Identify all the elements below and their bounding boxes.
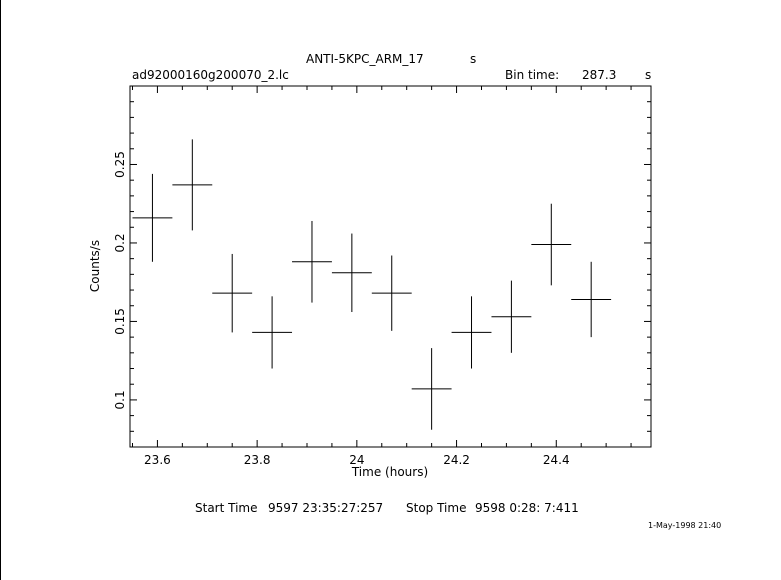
data-point bbox=[252, 296, 293, 369]
x-axis-ticks: 23.6 23.8 24 24.2 24.4 bbox=[131, 86, 632, 467]
data-point bbox=[531, 203, 572, 286]
plot-frame bbox=[129, 85, 652, 448]
data-points bbox=[132, 139, 612, 430]
window-left-border bbox=[0, 0, 1, 580]
y-tick-label: 0.2 bbox=[113, 233, 127, 252]
filename-label: ad92000160g200070_2.lc bbox=[132, 68, 289, 82]
x-tick-label: 24.2 bbox=[443, 453, 470, 467]
x-tick-label: 23.6 bbox=[144, 453, 171, 467]
chart-title-unit: s bbox=[470, 52, 476, 66]
y-axis-ticks: 0.1 0.15 0.2 0.25 bbox=[113, 85, 651, 448]
data-point bbox=[411, 348, 452, 430]
data-point bbox=[331, 233, 372, 313]
y-tick-label: 0.1 bbox=[113, 390, 127, 409]
y-tick-label: 0.15 bbox=[113, 308, 127, 335]
data-point bbox=[571, 261, 612, 338]
start-time-label: Start Time bbox=[195, 501, 258, 515]
data-point bbox=[212, 253, 253, 333]
stop-time-label: Stop Time bbox=[406, 501, 466, 515]
data-point bbox=[491, 280, 532, 353]
x-tick-label: 24.4 bbox=[543, 453, 570, 467]
y-tick-label: 0.25 bbox=[113, 151, 127, 178]
data-point bbox=[132, 173, 173, 262]
x-tick-label: 24 bbox=[349, 453, 364, 467]
start-time-value: 9597 23:35:27:257 bbox=[268, 501, 383, 515]
x-axis-label: Time (hours) bbox=[351, 465, 428, 479]
bin-time-label: Bin time: bbox=[505, 68, 559, 82]
stop-time-value: 9598 0:28: 7:411 bbox=[475, 501, 579, 515]
bin-time-value: 287.3 bbox=[582, 68, 616, 82]
y-axis-label: Counts/s bbox=[88, 240, 102, 292]
bin-time-unit: s bbox=[645, 68, 651, 82]
data-point bbox=[451, 296, 492, 369]
data-point bbox=[292, 220, 332, 303]
date-stamp: 1-May-1998 21:40 bbox=[648, 521, 721, 530]
data-point bbox=[172, 139, 213, 231]
chart-title: ANTI-5KPC_ARM_17 bbox=[306, 52, 424, 66]
x-tick-label: 23.8 bbox=[244, 453, 271, 467]
data-point bbox=[371, 255, 412, 331]
